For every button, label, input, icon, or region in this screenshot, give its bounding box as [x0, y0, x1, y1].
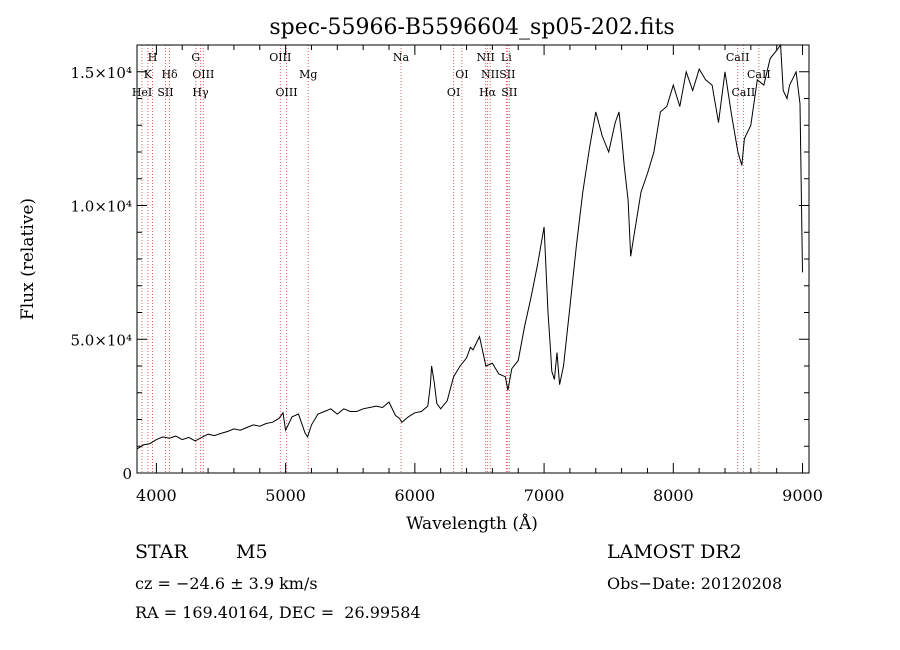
spectral-line-label: NII	[477, 51, 495, 64]
survey-name: LAMOST DR2	[607, 541, 742, 563]
object-class: STAR	[135, 541, 188, 563]
y-tick-label: 5.0×10⁴	[70, 331, 132, 349]
y-tick-label: 1.0×10⁴	[70, 198, 132, 216]
spectral-line-label: G	[191, 51, 200, 64]
spectral-line-label: Hα	[479, 86, 497, 99]
y-tick-label: 0	[122, 465, 132, 483]
spectral-line-label: K	[144, 68, 153, 81]
chart-title: spec-55966-B5596604_sp05-202.fits	[269, 15, 674, 40]
y-axis: 0 5.0×10⁴ 1.0×10⁴ 1.5×10⁴	[70, 44, 809, 483]
spectral-line-label: OIII	[269, 51, 291, 64]
x-tick-label: 9000	[782, 486, 823, 505]
x-tick-label: 7000	[524, 486, 565, 505]
spectral-line-label: Mg	[299, 68, 317, 81]
spectral-line-label: CaII	[732, 86, 756, 99]
spectral-line-label: OIII	[275, 86, 297, 99]
redshift-velocity: cz = −24.6 ± 3.9 km/s	[135, 574, 318, 593]
spectral-line-label: HeI	[132, 86, 152, 99]
spectral-line-label: OI	[455, 68, 468, 81]
coordinates: RA = 169.40164, DEC = 26.99584	[135, 603, 421, 622]
x-axis: 4000 5000 6000 7000 8000 9000	[136, 45, 823, 505]
spectral-line-label: Na	[393, 51, 410, 64]
spectrum-series-line	[136, 43, 803, 450]
spectral-line-label: Li	[501, 51, 512, 64]
y-axis-label: Flux (relative)	[18, 198, 38, 320]
spectral-line-label: OIII	[192, 68, 214, 81]
spectral-line-label: SII	[157, 86, 173, 99]
plot-frame	[136, 44, 810, 474]
y-tick-label: 1.5×10⁴	[70, 64, 132, 82]
spectral-line-label: NII	[481, 68, 499, 81]
spectral-line-label: Hγ	[192, 86, 209, 99]
object-subclass: M5	[236, 541, 268, 563]
x-tick-label: 5000	[265, 486, 306, 505]
spectral-line-label: Hδ	[161, 68, 178, 81]
spectral-line-label: CaII	[747, 68, 771, 81]
spectral-line-label: SII	[501, 86, 517, 99]
x-tick-label: 6000	[394, 486, 435, 505]
spectral-line-label: SII	[499, 68, 515, 81]
observation-date: Obs−Date: 20120208	[607, 574, 783, 593]
x-axis-label: Wavelength (Å)	[406, 513, 538, 534]
spectral-line-label: OI	[447, 86, 460, 99]
spectral-line-label: H	[148, 51, 158, 64]
x-tick-label: 4000	[136, 486, 177, 505]
x-tick-label: 8000	[653, 486, 694, 505]
spectral-line-label: CaII	[726, 51, 750, 64]
